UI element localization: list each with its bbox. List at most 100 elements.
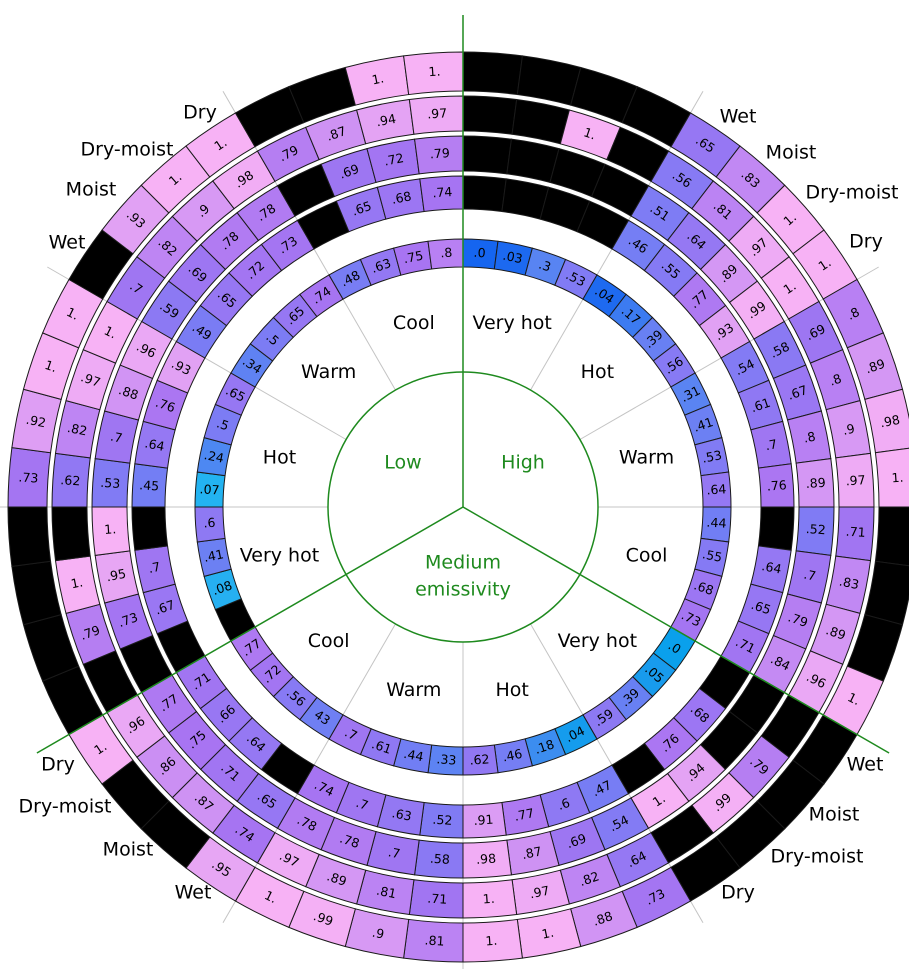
humidity-label: Dry-moist bbox=[771, 846, 864, 868]
cell-label: .8 bbox=[440, 245, 453, 261]
cell-label: 1. bbox=[371, 70, 386, 87]
humidity-label: Dry bbox=[183, 102, 217, 124]
cell-label: .91 bbox=[473, 812, 494, 828]
cell-label: .71 bbox=[845, 524, 866, 540]
cell-label: .68 bbox=[692, 577, 716, 598]
cell-label: .87 bbox=[521, 843, 543, 862]
cell-label: 1. bbox=[43, 357, 59, 375]
cell-label: .83 bbox=[838, 573, 860, 592]
cell-label: 1. bbox=[428, 64, 441, 80]
cell-label: .5 bbox=[215, 415, 231, 433]
cell-label: .61 bbox=[370, 736, 394, 757]
cell-label: .24 bbox=[203, 447, 225, 466]
temperature-label: Hot bbox=[495, 679, 528, 701]
cell-label: 1. bbox=[845, 689, 862, 708]
temperature-label: Cool bbox=[393, 312, 435, 334]
cell-label: .8 bbox=[802, 429, 817, 446]
humidity-label: Moist bbox=[809, 804, 860, 826]
humidity-label: Wet bbox=[847, 754, 884, 776]
cell-label: .81 bbox=[375, 883, 397, 902]
temperature-label: Warm bbox=[386, 679, 441, 701]
cell-label: .52 bbox=[432, 812, 453, 828]
humidity-label: Moist bbox=[103, 839, 154, 861]
cell-label: .69 bbox=[337, 161, 361, 182]
temperature-label: Warm bbox=[301, 361, 356, 383]
sector-name: Medium bbox=[425, 552, 501, 574]
cell-label: .33 bbox=[436, 751, 457, 767]
cell-label: .97 bbox=[79, 369, 103, 390]
heat-cell bbox=[131, 506, 169, 551]
temperature-label: Hot bbox=[263, 446, 296, 468]
humidity-label: Wet bbox=[720, 106, 757, 128]
labels: .0.03.3.53.04.17.39.56.31.41.53.64.44.55… bbox=[18, 64, 904, 949]
cell-label: .52 bbox=[805, 521, 826, 537]
temperature-label: Cool bbox=[626, 545, 668, 567]
humidity-label: Wet bbox=[175, 882, 212, 904]
cell-label: .7 bbox=[109, 429, 124, 446]
cell-label: .18 bbox=[532, 736, 556, 757]
cell-label: .7 bbox=[803, 566, 818, 583]
cell-label: .7 bbox=[342, 725, 359, 744]
cell-label: .79 bbox=[786, 609, 810, 630]
cells bbox=[7, 51, 909, 963]
heat-cell bbox=[757, 506, 795, 551]
humidity-label: Moist bbox=[766, 142, 817, 164]
cell-label: .41 bbox=[202, 546, 224, 565]
cell-label: .68 bbox=[390, 188, 412, 207]
heat-cell bbox=[7, 506, 52, 567]
cell-label: .77 bbox=[513, 805, 535, 824]
cell-label: .97 bbox=[427, 105, 448, 121]
cell-label: .3 bbox=[537, 257, 553, 275]
cell-label: .53 bbox=[100, 475, 121, 491]
cell-label: .0 bbox=[473, 245, 486, 261]
cell-label: .76 bbox=[766, 477, 787, 493]
cell-label: .9 bbox=[371, 925, 386, 942]
heat-cell bbox=[462, 51, 523, 96]
cell-label: .67 bbox=[153, 597, 177, 618]
cell-label: .7 bbox=[387, 844, 402, 861]
cell-label: .53 bbox=[701, 447, 723, 466]
heat-cell bbox=[511, 98, 570, 145]
temperature-label: Warm bbox=[619, 446, 674, 468]
cell-label: .62 bbox=[60, 472, 81, 488]
cell-label: .76 bbox=[154, 395, 178, 416]
cell-label: .8 bbox=[827, 371, 843, 389]
cell-label: 1. bbox=[104, 521, 117, 537]
cell-label: .45 bbox=[139, 477, 160, 493]
cell-label: .73 bbox=[116, 609, 140, 630]
sector-boundary bbox=[36, 506, 464, 754]
cell-label: .98 bbox=[879, 412, 901, 431]
cell-label: .89 bbox=[863, 356, 887, 377]
cell-label: .82 bbox=[577, 868, 601, 889]
cell-label: .7 bbox=[764, 436, 779, 453]
cell-label: .65 bbox=[749, 597, 773, 618]
cell-label: .69 bbox=[564, 830, 588, 851]
cell-label: .79 bbox=[429, 145, 450, 161]
cell-label: .63 bbox=[369, 255, 393, 276]
cell-label: .6 bbox=[556, 795, 572, 813]
temperature-label: Cool bbox=[308, 630, 350, 652]
humidity-label: Dry-moist bbox=[81, 139, 174, 161]
cell-label: 1. bbox=[262, 887, 279, 906]
cell-label: .79 bbox=[78, 622, 102, 643]
humidity-label: Moist bbox=[66, 179, 117, 201]
cell-label: 1. bbox=[70, 574, 85, 591]
humidity-label: Dry-moist bbox=[19, 796, 112, 818]
cell-label: .97 bbox=[845, 472, 866, 488]
heat-cell bbox=[462, 135, 512, 175]
cell-label: .82 bbox=[66, 420, 88, 439]
cell-label: .08 bbox=[210, 577, 234, 598]
cell-label: .46 bbox=[501, 746, 523, 765]
heat-cell bbox=[874, 506, 909, 567]
cell-label: .7 bbox=[147, 559, 162, 576]
temperature-label: Hot bbox=[581, 361, 614, 383]
cell-label: 1. bbox=[102, 323, 119, 342]
cell-label: 43 bbox=[312, 707, 334, 728]
cell-label: .98 bbox=[476, 851, 497, 867]
cell-label: .07 bbox=[199, 481, 220, 497]
cell-label: .73 bbox=[18, 469, 39, 485]
cell-label: 1. bbox=[482, 891, 495, 907]
cell-label: .61 bbox=[749, 395, 773, 416]
cell-label: .88 bbox=[591, 908, 615, 929]
